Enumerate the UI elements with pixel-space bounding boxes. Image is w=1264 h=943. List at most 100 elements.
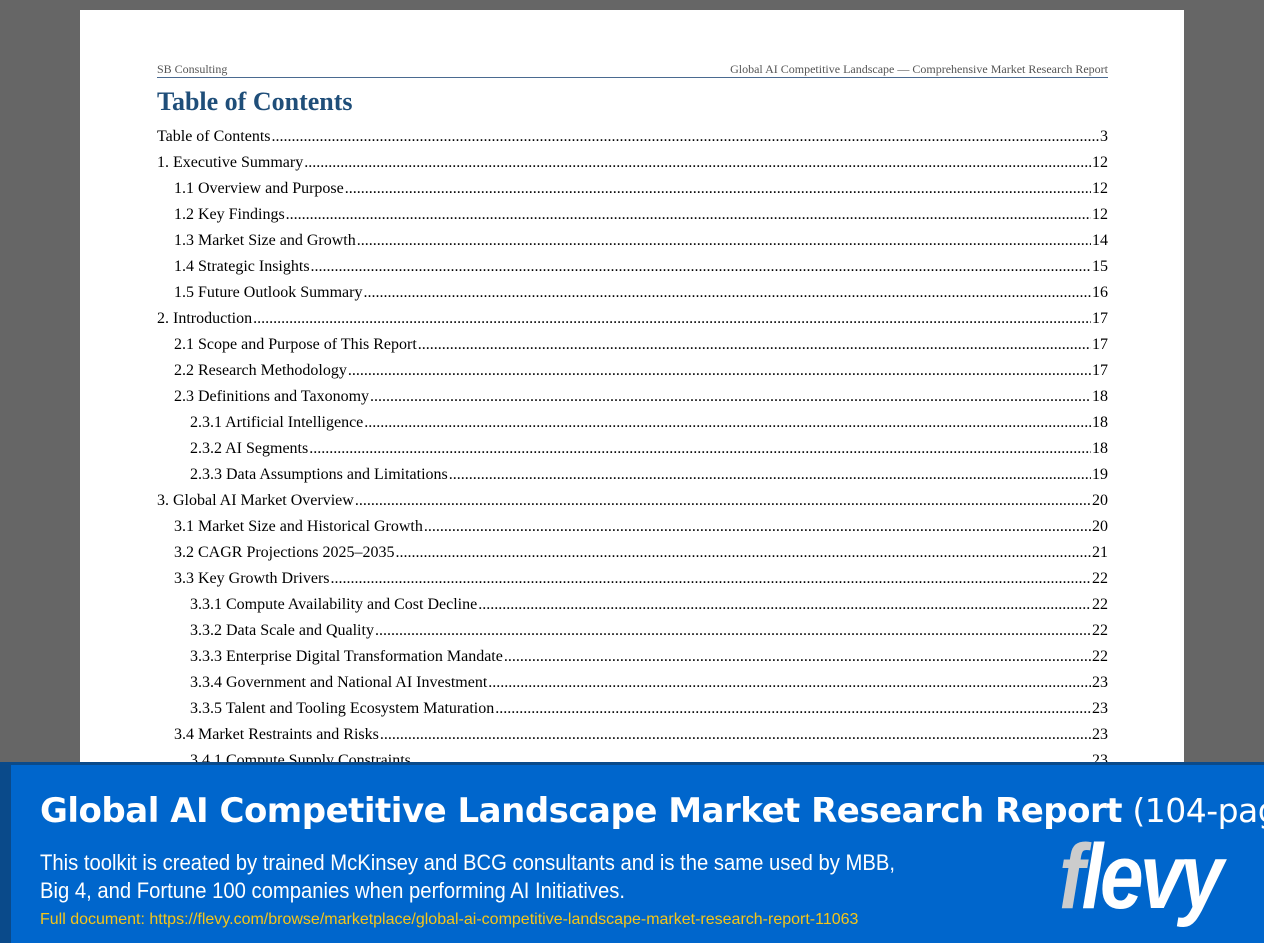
toc-leader-dots <box>311 254 1091 280</box>
toc-leader-dots <box>364 410 1091 436</box>
toc-leader-dots <box>478 592 1091 618</box>
toc-leader-dots <box>348 358 1091 384</box>
toc-entry-page: 23 <box>1092 674 1108 691</box>
toc-entry-page: 18 <box>1092 414 1108 431</box>
toc-entry-label: 1.2 Key Findings <box>174 206 285 223</box>
toc-entry-label: 3.4 Market Restraints and Risks <box>174 726 379 743</box>
toc-leader-dots <box>309 436 1091 462</box>
table-of-contents: Table of Contents 3 1. Executive Summary 12… <box>157 124 1108 774</box>
toc-entry-page: 17 <box>1092 362 1108 379</box>
toc-entry[interactable]: 1.1 Overview and Purpose 12 <box>157 176 1108 202</box>
banner-title: Global AI Competitive Landscape Market R… <box>40 791 1264 831</box>
toc-entry-page: 18 <box>1092 388 1108 405</box>
toc-entry-label: 2.2 Research Methodology <box>174 362 347 379</box>
page-title: Table of Contents <box>157 87 353 116</box>
toc-leader-dots <box>380 722 1091 748</box>
toc-leader-dots <box>418 332 1091 358</box>
toc-entry-label: 3.2 CAGR Projections 2025–2035 <box>174 544 395 561</box>
toc-entry-page: 15 <box>1092 258 1108 275</box>
toc-entry-label: 3.3.4 Government and National AI Investm… <box>190 674 488 691</box>
toc-entry-page: 16 <box>1092 284 1108 301</box>
toc-entry-label: 2.1 Scope and Purpose of This Report <box>174 336 417 353</box>
toc-entry[interactable]: 3.3.3 Enterprise Digital Transformation … <box>157 644 1108 670</box>
toc-entry-label: 2.3 Definitions and Taxonomy <box>174 388 370 405</box>
toc-leader-dots <box>363 280 1091 306</box>
banner-desc-line: This toolkit is created by trained McKin… <box>40 850 895 875</box>
toc-entry-page: 22 <box>1092 622 1108 639</box>
toc-leader-dots <box>286 202 1091 228</box>
header-company: SB Consulting <box>157 62 228 76</box>
toc-entry[interactable]: 2.1 Scope and Purpose of This Report 17 <box>157 332 1108 358</box>
toc-entry[interactable]: 2.3.3 Data Assumptions and Limitations 19 <box>157 462 1108 488</box>
toc-leader-dots <box>395 540 1091 566</box>
flevy-logo: flevy <box>1059 826 1224 928</box>
toc-entry-page: 19 <box>1092 466 1108 483</box>
toc-entry[interactable]: 2.3.2 AI Segments 18 <box>157 436 1108 462</box>
toc-entry[interactable]: Table of Contents 3 <box>157 124 1108 150</box>
toc-entry[interactable]: 3.3.5 Talent and Tooling Ecosystem Matur… <box>157 696 1108 722</box>
toc-entry-label: 1.3 Market Size and Growth <box>174 232 356 249</box>
toc-leader-dots <box>345 176 1091 202</box>
toc-entry-page: 20 <box>1092 518 1108 535</box>
toc-leader-dots <box>272 124 1099 150</box>
toc-entry-label: 3.3.1 Compute Availability and Cost Decl… <box>190 596 478 613</box>
toc-entry[interactable]: 1. Executive Summary 12 <box>157 150 1108 176</box>
toc-entry-page: 12 <box>1092 180 1108 197</box>
toc-leader-dots <box>357 228 1091 254</box>
banner-title-bold: Global AI Competitive Landscape Market R… <box>40 791 1123 831</box>
toc-entry-label: 3.3 Key Growth Drivers <box>174 570 330 587</box>
toc-entry[interactable]: 3. Global AI Market Overview 20 <box>157 488 1108 514</box>
toc-entry-label: 1.5 Future Outlook Summary <box>174 284 363 301</box>
toc-entry-label: 3.3.3 Enterprise Digital Transformation … <box>190 648 503 665</box>
toc-entry[interactable]: 1.4 Strategic Insights 15 <box>157 254 1108 280</box>
toc-entry-page: 22 <box>1092 648 1108 665</box>
toc-entry-label: 2.3.3 Data Assumptions and Limitations <box>190 466 448 483</box>
toc-entry-label: 3. Global AI Market Overview <box>157 492 354 509</box>
document-page: SB Consulting Global AI Competitive Land… <box>80 10 1184 770</box>
toc-entry[interactable]: 3.1 Market Size and Historical Growth 20 <box>157 514 1108 540</box>
toc-entry[interactable]: 3.3.4 Government and National AI Investm… <box>157 670 1108 696</box>
toc-entry-page: 22 <box>1092 570 1108 587</box>
toc-entry[interactable]: 2.3.1 Artificial Intelligence 18 <box>157 410 1108 436</box>
toc-entry-page: 12 <box>1092 206 1108 223</box>
toc-leader-dots <box>331 566 1091 592</box>
toc-entry-label: 3.3.2 Data Scale and Quality <box>190 622 374 639</box>
toc-leader-dots <box>495 696 1091 722</box>
toc-leader-dots <box>449 462 1091 488</box>
toc-entry-label: 3.1 Market Size and Historical Growth <box>174 518 423 535</box>
toc-entry[interactable]: 1.5 Future Outlook Summary 16 <box>157 280 1108 306</box>
page-header: SB Consulting Global AI Competitive Land… <box>157 62 1108 78</box>
toc-entry-page: 23 <box>1092 726 1108 743</box>
toc-entry-label: 1.4 Strategic Insights <box>174 258 310 275</box>
toc-entry-page: 12 <box>1092 154 1108 171</box>
toc-entry-page: 17 <box>1092 310 1108 327</box>
toc-entry-page: 17 <box>1092 336 1108 353</box>
toc-entry-page: 18 <box>1092 440 1108 457</box>
toc-leader-dots <box>355 488 1091 514</box>
toc-leader-dots <box>488 670 1091 696</box>
toc-leader-dots <box>504 644 1091 670</box>
toc-entry[interactable]: 1.2 Key Findings 12 <box>157 202 1108 228</box>
toc-entry[interactable]: 3.3.2 Data Scale and Quality 22 <box>157 618 1108 644</box>
toc-leader-dots <box>253 306 1091 332</box>
toc-entry[interactable]: 3.3 Key Growth Drivers 22 <box>157 566 1108 592</box>
toc-entry-page: 22 <box>1092 596 1108 613</box>
toc-entry[interactable]: 3.3.1 Compute Availability and Cost Decl… <box>157 592 1108 618</box>
toc-entry-page: 14 <box>1092 232 1108 249</box>
toc-entry-label: 1. Executive Summary <box>157 154 304 171</box>
toc-entry[interactable]: 3.2 CAGR Projections 2025–2035 21 <box>157 540 1108 566</box>
toc-entry-label: Table of Contents <box>157 128 271 145</box>
banner-description: This toolkit is created by trained McKin… <box>40 849 895 905</box>
banner-desc-line: Big 4, and Fortune 100 companies when pe… <box>40 878 626 903</box>
toc-entry[interactable]: 1.3 Market Size and Growth 14 <box>157 228 1108 254</box>
banner-link[interactable]: Full document: https://flevy.com/browse/… <box>40 911 859 928</box>
toc-entry[interactable]: 3.4 Market Restraints and Risks 23 <box>157 722 1108 748</box>
toc-entry-page: 21 <box>1092 544 1108 561</box>
toc-leader-dots <box>375 618 1091 644</box>
toc-entry[interactable]: 2.3 Definitions and Taxonomy 18 <box>157 384 1108 410</box>
toc-entry-label: 3.3.5 Talent and Tooling Ecosystem Matur… <box>190 700 495 717</box>
toc-entry[interactable]: 2.2 Research Methodology 17 <box>157 358 1108 384</box>
toc-leader-dots <box>304 150 1091 176</box>
toc-entry-label: 2. Introduction <box>157 310 253 327</box>
toc-entry[interactable]: 2. Introduction 17 <box>157 306 1108 332</box>
